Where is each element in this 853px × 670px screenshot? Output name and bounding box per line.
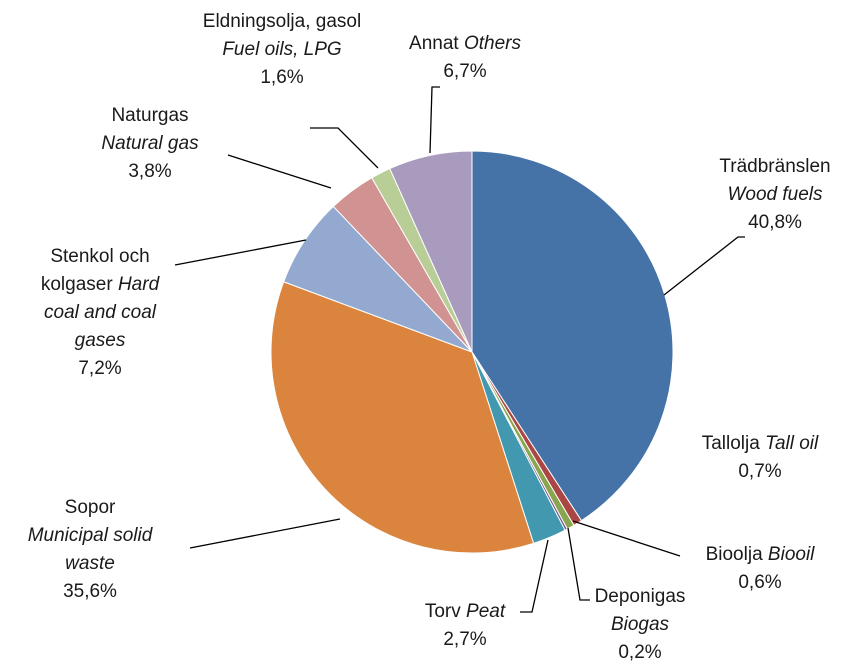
label-en: Tall oil (765, 433, 819, 454)
leader-line (520, 539, 549, 613)
slice-label: Stenkol och kolgaser Hard coal and coal … (33, 243, 167, 383)
value-label: 40,8% (748, 212, 802, 233)
label-en: Biooil (767, 544, 815, 565)
label-sv: Eldningsolja, gasol (202, 11, 362, 32)
pie-slice (389, 150, 473, 353)
slice-label: Annat Others 6,7% (380, 30, 550, 86)
leader-line (567, 527, 590, 601)
leader-line (174, 239, 307, 266)
slice-label: Bioolja Biooil 0,6% (675, 541, 845, 597)
label-en: Wood fuels (727, 184, 823, 205)
slice-label: Eldningsolja, gasol Fuel oils, LPG 1,6% (197, 8, 367, 92)
label-sv: Torv (424, 601, 461, 622)
slice-label: Trädbränslen Wood fuels 40,8% (705, 153, 845, 237)
value-label: 0,7% (738, 461, 782, 482)
label-sv: Tallolja (701, 433, 760, 454)
leader-line (310, 127, 379, 169)
leader-line (429, 86, 440, 154)
label-sv: Trädbränslen (719, 156, 831, 177)
value-label: 7,2% (78, 358, 122, 379)
leader-line (227, 154, 332, 189)
label-sv: Annat (409, 33, 459, 54)
label-en: Others (463, 33, 521, 54)
label-en: Natural gas (101, 133, 199, 154)
slice-label: Torv Peat 2,7% (400, 598, 530, 654)
pie-slice (270, 281, 535, 554)
value-label: 6,7% (443, 61, 487, 82)
label-en: Biogas (610, 614, 670, 635)
label-en: Peat (466, 601, 506, 622)
label-sv: Naturgas (111, 105, 189, 126)
slices (270, 150, 674, 554)
label-sv: Sopor (64, 497, 116, 518)
leader-line (663, 236, 745, 296)
label-en: Fuel oils, LPG (222, 39, 342, 60)
label-sv: Deponigas (594, 586, 686, 607)
leader-line (572, 520, 681, 557)
label-en: Hard coal and coal gases (44, 274, 160, 351)
value-label: 35,6% (63, 581, 117, 602)
label-sv: Stenkol och kolgaser (40, 246, 150, 295)
slice-label: Naturgas Natural gas 3,8% (75, 102, 225, 186)
slice-label: Sopor Municipal solid waste 35,6% (5, 494, 175, 606)
slice-label: Deponigas Biogas 0,2% (585, 583, 695, 667)
label-en: Municipal solid waste (27, 525, 153, 574)
leader-line (189, 518, 341, 549)
value-label: 0,6% (738, 572, 782, 593)
value-label: 2,7% (443, 629, 487, 650)
label-sv: Bioolja (705, 544, 763, 565)
value-label: 3,8% (128, 161, 172, 182)
slice-label: Tallolja Tall oil 0,7% (670, 430, 850, 486)
value-label: 0,2% (618, 642, 662, 663)
value-label: 1,6% (260, 67, 304, 88)
